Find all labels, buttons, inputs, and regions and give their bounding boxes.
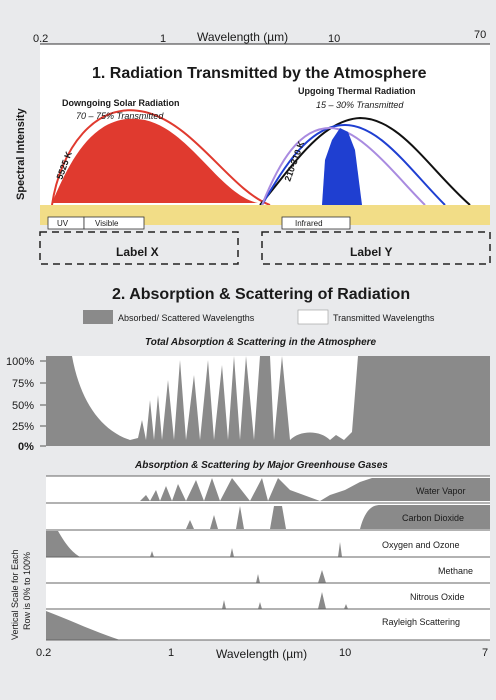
visible-band-box (83, 216, 145, 230)
gas-label-rayleigh: Rayleigh Scattering (382, 617, 460, 627)
oxygen-ozone-absorption (46, 531, 342, 557)
bottom-tick-1: 1 (168, 647, 174, 659)
top-tick-1: 1 (160, 33, 166, 45)
methane-absorption (256, 570, 326, 583)
gas-label-nitrous-oxide: Nitrous Oxide (410, 592, 465, 602)
y-tick-75: 75% (12, 378, 34, 390)
vertical-scale-line1: Vertical Scale for Each (10, 549, 20, 640)
solar-title: Downgoing Solar Radiation (62, 98, 180, 108)
solar-transmitted-fill (52, 118, 258, 203)
top-axis-label: Wavelength (µm) (197, 30, 288, 44)
vertical-scale-line2: Row is 0% to 100% (22, 552, 32, 630)
gas-label-water-vapor: Water Vapor (416, 486, 466, 496)
gas-label-oxygen-ozone: Oxygen and Ozone (382, 540, 460, 550)
legend-absorbed-label: Absorbed/ Scattered Wavelengths (118, 313, 255, 323)
section2-title: 2. Absorption & Scattering of Radiation (112, 286, 410, 303)
solar-blackbody-curve (51, 109, 271, 206)
thermal-curve-black (259, 116, 471, 206)
legend-absorbed-swatch (83, 310, 113, 324)
total-absorption-area (46, 356, 490, 446)
label-y-box (261, 231, 491, 265)
section1-title: 1. Radiation Transmitted by the Atmosphe… (92, 65, 427, 82)
gas-label-methane: Methane (438, 566, 473, 576)
bottom-tick-0.2: 0.2 (36, 647, 51, 659)
bottom-axis-label: Wavelength (µm) (216, 647, 307, 661)
y-tick-0: 0% (18, 441, 34, 453)
legend-transmitted-label: Transmitted Wavelengths (333, 313, 435, 323)
bottom-tick-7: 7 (482, 647, 488, 659)
legend-transmitted-swatch (297, 309, 329, 325)
y-tick-50: 50% (12, 400, 34, 412)
gas-label-carbon-dioxide: Carbon Dioxide (402, 513, 464, 523)
water-vapor-absorption (46, 478, 490, 501)
solar-subtitle: 70 – 75% Transmitted (76, 111, 164, 121)
infrared-band-box (281, 216, 351, 230)
top-tick-0.2: 0.2 (33, 33, 48, 45)
top-tick-70: 70 (474, 29, 486, 41)
label-x-box (39, 231, 239, 265)
visible-band-label: Visible (95, 219, 119, 228)
uv-band-label: UV (57, 219, 69, 228)
thermal-title: Upgoing Thermal Radiation (298, 86, 416, 96)
spectral-intensity-label: Spectral Intensity (15, 107, 27, 200)
bottom-tick-10: 10 (339, 647, 351, 659)
band-strip (40, 205, 490, 225)
infrared-band-label: Infrared (295, 219, 323, 228)
y-tick-100: 100% (6, 356, 34, 368)
y-tick-25: 25% (12, 421, 34, 433)
carbon-dioxide-absorption (46, 505, 490, 529)
thermal-subtitle: 15 – 30% Transmitted (316, 100, 404, 110)
total-absorption-title: Total Absorption & Scattering in the Atm… (145, 337, 377, 348)
rayleigh-absorption (46, 611, 120, 640)
top-tick-10: 10 (328, 33, 340, 45)
label-y: Label Y (350, 245, 392, 259)
thermal-transmitted-fill (322, 128, 362, 205)
gas-row-separators (46, 475, 490, 641)
label-x: Label X (116, 245, 159, 259)
thermal-curve-blue (261, 123, 446, 206)
nitrous-oxide-absorption (222, 592, 348, 609)
gases-title: Absorption & Scattering by Major Greenho… (134, 460, 388, 471)
thermal-curve-purple (261, 126, 426, 206)
